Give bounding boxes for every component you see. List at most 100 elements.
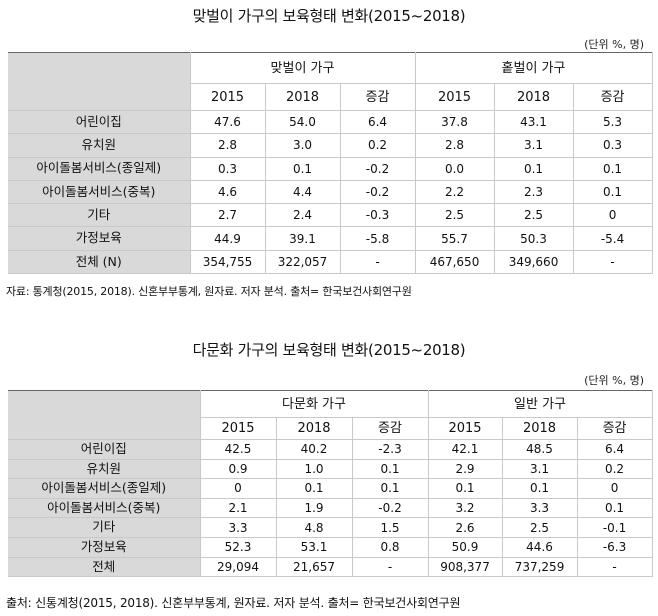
table-cell: 2.8 <box>414 133 495 158</box>
row-label: 어린이집 <box>8 109 191 135</box>
table-cell: 5.3 <box>572 109 653 135</box>
table-row: 유치원 0.9 1.0 0.1 2.9 3.1 0.2 <box>8 458 653 480</box>
row-label: 아이돌봄서비스(중복) <box>8 179 191 205</box>
row-label: 유치원 <box>8 458 201 480</box>
table-cell: 2.4 <box>264 203 341 228</box>
table-cell: 349,660 <box>493 249 574 275</box>
table-row: 기타 2.7 2.4 -0.3 2.5 2.5 0 <box>8 203 653 228</box>
table-cell: 50.3 <box>493 226 574 251</box>
table-cell: -0.2 <box>339 156 416 181</box>
table1: 맞벌이 가구 홑벌이 가구 2015 2018 증감 2015 2018 증감 … <box>8 52 653 275</box>
table-cell: 6.4 <box>576 439 653 460</box>
table-cell: 0.1 <box>576 497 653 519</box>
table-cell: 0.1 <box>351 478 429 499</box>
table-cell: 0.1 <box>427 478 503 499</box>
table-cell: 1.5 <box>351 517 429 538</box>
table-row: 가정보육 44.9 39.1 -5.8 55.7 50.3 -5.4 <box>8 226 653 251</box>
table1-title: 맞벌이 가구의 보육형태 변화(2015~2018) <box>192 7 466 25</box>
table-cell: 0.3 <box>189 156 266 181</box>
table-cell: 0.1 <box>501 478 578 499</box>
table-cell: 0.1 <box>275 478 353 499</box>
table2-group-header-2: 일반 가구 <box>427 390 653 418</box>
row-label: 기타 <box>8 517 201 538</box>
table1-year-header: 2015 <box>414 83 495 111</box>
table-cell: 1.0 <box>275 458 353 480</box>
table2-title: 다문화 가구의 보육형태 변화(2015~2018) <box>192 341 466 359</box>
table-cell: 354,755 <box>189 249 266 275</box>
table-cell: 0.2 <box>339 133 416 158</box>
row-label: 어린이집 <box>8 439 201 460</box>
table-cell: 4.8 <box>275 517 353 538</box>
table-cell: - <box>339 249 416 275</box>
table-cell: 3.3 <box>501 497 578 519</box>
table2-year-header: 2018 <box>275 417 353 440</box>
table-cell: -0.2 <box>339 179 416 205</box>
table-cell: 0.1 <box>264 156 341 181</box>
table-row: 기타 3.3 4.8 1.5 2.6 2.5 -0.1 <box>8 517 653 538</box>
table-row: 가정보육 52.3 53.1 0.8 50.9 44.6 -6.3 <box>8 536 653 558</box>
table-row: 유치원 2.8 3.0 0.2 2.8 3.1 0.3 <box>8 133 653 158</box>
table1-year-header: 2018 <box>493 83 574 111</box>
table1-year-header: 증감 <box>572 83 653 111</box>
table2-year-header: 2015 <box>427 417 503 440</box>
table-cell: 54.0 <box>264 109 341 135</box>
table2-group-header-1: 다문화 가구 <box>199 390 429 418</box>
table-cell: 0.3 <box>572 133 653 158</box>
table-cell: 0.2 <box>576 458 653 480</box>
table-cell: -6.3 <box>576 536 653 558</box>
table-cell: - <box>572 249 653 275</box>
table1-unit: (단위 %, 명) <box>584 38 644 51</box>
table-cell: 908,377 <box>427 556 503 578</box>
row-label: 기타 <box>8 203 191 228</box>
table-cell: 2.2 <box>414 179 495 205</box>
table2-year-header: 2015 <box>199 417 277 440</box>
table-cell: 2.7 <box>189 203 266 228</box>
table-row: 아이돌봄서비스(종일제) 0 0.1 0.1 0.1 0.1 0 <box>8 478 653 499</box>
table2-corner-cell <box>8 390 201 440</box>
table-row: 아이돌봄서비스(종일제) 0.3 0.1 -0.2 0.0 0.1 0.1 <box>8 156 653 181</box>
table-cell: 42.1 <box>427 439 503 460</box>
row-label: 전체 <box>8 556 201 578</box>
table-row: 어린이집 42.5 40.2 -2.3 42.1 48.5 6.4 <box>8 439 653 460</box>
table1-source-note: 자료: 통계청(2015, 2018). 신혼부부통계, 원자료. 저자 분석.… <box>6 285 412 298</box>
table-cell: 44.9 <box>189 226 266 251</box>
table-cell: 4.6 <box>189 179 266 205</box>
row-label: 전체 (N) <box>8 249 191 275</box>
table-cell: - <box>576 556 653 578</box>
table-row: 전체 (N) 354,755 322,057-467,650 349,660- <box>8 249 653 275</box>
table-cell: 2.6 <box>427 517 503 538</box>
table-row: 아이돌봄서비스(중복) 2.1 1.9 -0.2 3.2 3.3 0.1 <box>8 497 653 519</box>
table-cell: 2.5 <box>414 203 495 228</box>
table-cell: 52.3 <box>199 536 277 558</box>
table-cell: 0.1 <box>572 179 653 205</box>
table2-year-header: 증감 <box>576 417 653 440</box>
table-cell: 3.0 <box>264 133 341 158</box>
table2-year-header: 증감 <box>351 417 429 440</box>
table-cell: 0.1 <box>493 156 574 181</box>
table-cell: 4.4 <box>264 179 341 205</box>
table-cell: 2.3 <box>493 179 574 205</box>
table-cell: -2.3 <box>351 439 429 460</box>
row-label: 유치원 <box>8 133 191 158</box>
table-cell: 2.5 <box>501 517 578 538</box>
table-cell: 0.0 <box>414 156 495 181</box>
table-cell: 2.1 <box>199 497 277 519</box>
table-cell: 0.1 <box>351 458 429 480</box>
table-row: 전체 29,094 21,657-908,377 737,259- <box>8 556 653 578</box>
table1-corner-cell <box>8 52 191 111</box>
table-cell: 29,094 <box>199 556 277 578</box>
table1-group-header-1: 맞벌이 가구 <box>189 52 416 84</box>
table2-year-header: 2018 <box>501 417 578 440</box>
table-cell: 0.9 <box>199 458 277 480</box>
table-cell: -0.1 <box>576 517 653 538</box>
table-cell: 0 <box>572 203 653 228</box>
table-cell: 3.1 <box>501 458 578 480</box>
table-cell: 44.6 <box>501 536 578 558</box>
table1-year-header: 2015 <box>189 83 266 111</box>
table1-year-header: 2018 <box>264 83 341 111</box>
table-cell: 42.5 <box>199 439 277 460</box>
table-cell: 0 <box>199 478 277 499</box>
table-cell: 0.1 <box>572 156 653 181</box>
table-cell: 53.1 <box>275 536 353 558</box>
